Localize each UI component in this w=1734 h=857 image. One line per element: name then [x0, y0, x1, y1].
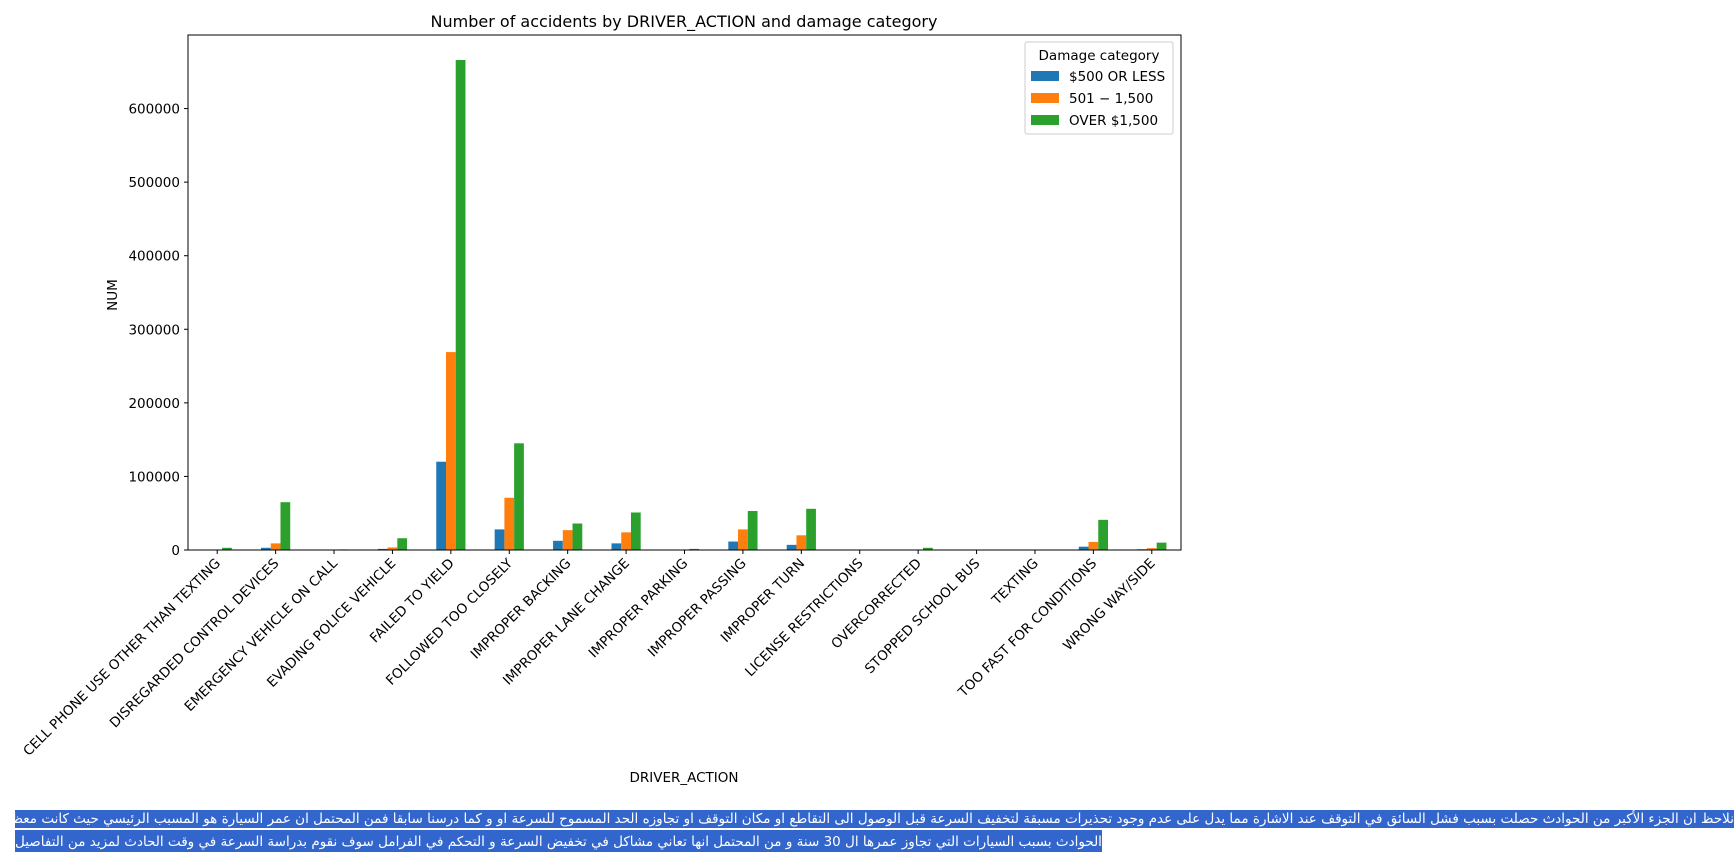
- bar-evading-police-vehicle-501-1-500: [387, 547, 398, 550]
- bar-followed-too-closely-over-1-500: [514, 443, 524, 550]
- bar-improper-lane-change-over-1-500: [630, 512, 641, 550]
- plot-area: 0 100000 200000 300000 400000 500000 600000 CEL…: [20, 34, 1182, 760]
- bar-evading-police-vehicle-over-1-500: [397, 538, 408, 550]
- bar-disregarded-control-devices-501-1-500: [270, 543, 281, 550]
- x-tick-label: TEXTING: [988, 556, 1041, 609]
- chart-title: Number of accidents by DRIVER_ACTION and…: [431, 12, 938, 32]
- bar-chart: Number of accidents by DRIVER_ACTION and…: [20, 12, 1182, 786]
- legend-swatch-500-or-less: [1031, 71, 1059, 81]
- bar-failed-to-yield-501-1-500: [445, 352, 456, 550]
- bar-too-fast-for-conditions-500-or-less: [1078, 546, 1089, 550]
- x-tick-label: IMPROPER PASSING: [645, 556, 750, 661]
- y-tick-label: 0: [171, 543, 180, 559]
- bar-overcorrected-over-1-500: [923, 547, 933, 550]
- x-tick-label: IMPROPER PARKING: [586, 556, 692, 662]
- y-tick-label: 600000: [128, 102, 180, 118]
- y-axis-label: NUM: [105, 279, 121, 311]
- legend-swatch-501-1500: [1031, 93, 1059, 103]
- bar-cell-phone-use-other-than-texting-over-1-500: [222, 547, 232, 550]
- y-tick-label: 400000: [128, 249, 180, 265]
- bar-failed-to-yield-over-1-500: [455, 60, 466, 550]
- analysis-note[interactable]: نلاحظ ان الجزء الأكبر من الحوادث حصلت بس…: [15, 808, 1734, 852]
- y-tick-label: 300000: [128, 322, 180, 338]
- bar-wrong-way-side-501-1-500: [1146, 548, 1157, 550]
- y-tick-label: 100000: [128, 469, 180, 485]
- bar-too-fast-for-conditions-501-1-500: [1088, 541, 1099, 550]
- bar-followed-too-closely-500-or-less: [494, 529, 505, 550]
- bar-improper-parking-over-1-500: [689, 548, 700, 550]
- x-tick-label: LICENSE RESTRICTIONS: [742, 556, 866, 680]
- bar-improper-lane-change-501-1-500: [621, 532, 631, 550]
- x-axis-label: DRIVER_ACTION: [629, 770, 738, 786]
- bar-too-fast-for-conditions-over-1-500: [1098, 519, 1108, 550]
- legend-frame: [1024, 41, 1174, 135]
- bar-disregarded-control-devices-over-1-500: [280, 502, 291, 550]
- bar-failed-to-yield-500-or-less: [436, 461, 446, 550]
- bar-improper-turn-over-1-500: [806, 508, 816, 550]
- bar-improper-backing-500-or-less: [553, 540, 563, 550]
- legend-label-500-or-less: $500 OR LESS: [1069, 69, 1165, 85]
- bar-improper-turn-500-or-less: [786, 544, 797, 550]
- bar-followed-too-closely-501-1-500: [504, 497, 515, 550]
- legend-swatch-over-1500: [1031, 115, 1059, 125]
- x-tick-label: CELL PHONE USE OTHER THAN TEXTING: [20, 556, 224, 760]
- legend-label-over-1500: OVER $1,500: [1069, 113, 1158, 129]
- x-tick-label: STOPPED SCHOOL BUS: [862, 556, 984, 678]
- bar-improper-passing-501-1-500: [738, 529, 748, 550]
- bar-improper-passing-over-1-500: [747, 511, 758, 550]
- bar-improper-turn-501-1-500: [796, 535, 807, 550]
- legend-label-501-1500: 501 − 1,500: [1069, 91, 1153, 107]
- y-tick-label: 500000: [128, 175, 180, 191]
- bar-wrong-way-side-over-1-500: [1156, 542, 1167, 550]
- bar-improper-backing-over-1-500: [572, 523, 583, 550]
- bar-improper-passing-500-or-less: [728, 541, 739, 550]
- bar-improper-lane-change-500-or-less: [611, 543, 622, 550]
- bar-disregarded-control-devices-500-or-less: [261, 547, 271, 550]
- legend-title: Damage category: [1039, 48, 1160, 64]
- legend: Damage category $500 OR LESS 501 − 1,500…: [1024, 41, 1174, 135]
- bar-improper-backing-501-1-500: [562, 530, 573, 550]
- y-tick-label: 200000: [128, 396, 180, 412]
- note-line-1: نلاحظ ان الجزء الأكبر من الحوادث حصلت بس…: [15, 810, 1734, 828]
- x-tick-label: IMPROPER BACKING: [468, 556, 575, 663]
- bar-evading-police-vehicle-500-or-less: [377, 548, 388, 550]
- note-line-2: الحوادث بسبب السيارات التي تجاوز عمرها ا…: [15, 830, 1102, 852]
